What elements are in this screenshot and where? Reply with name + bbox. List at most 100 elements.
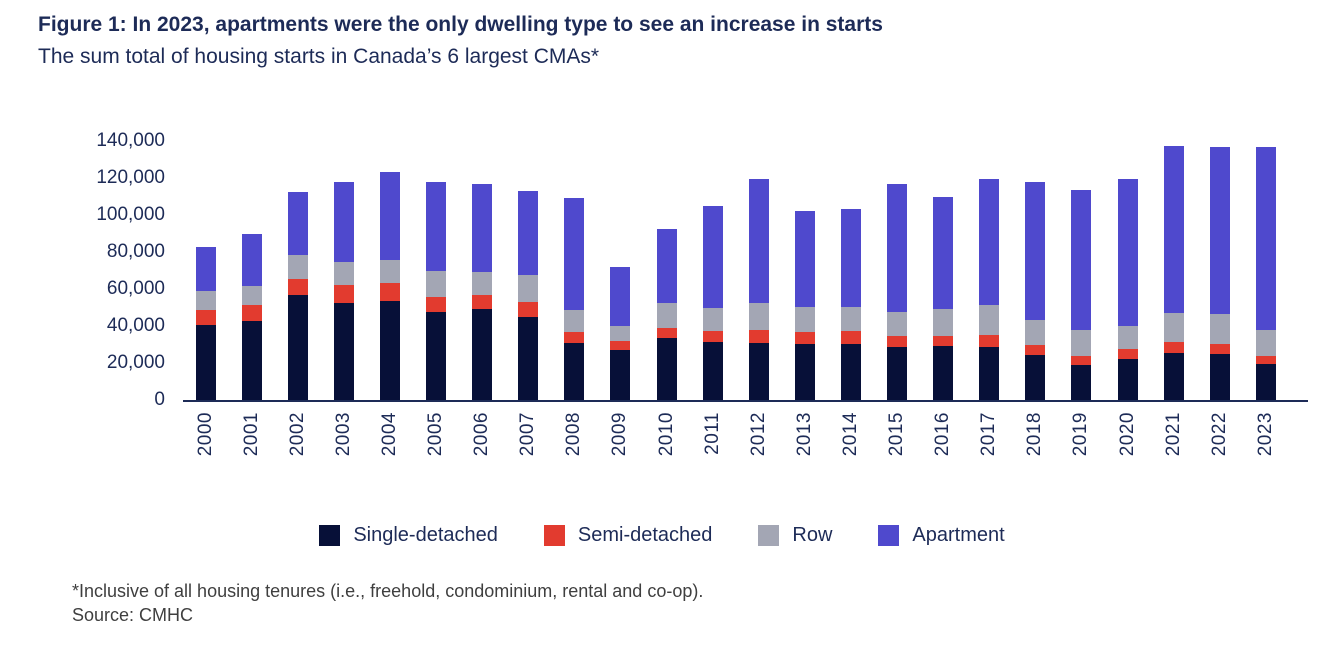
bar-2014 [840,208,861,400]
bar-segment-apartment [1209,146,1230,314]
bar-2008 [564,198,585,400]
bar-2002 [287,191,308,400]
bar-segment-single-detached [1163,352,1184,400]
bar-segment-row [1025,320,1046,346]
x-tick-label-2012: 2012 [747,412,769,457]
legend-label: Semi-detached [577,524,713,546]
bar-segment-semi-detached [840,330,861,345]
x-tick-label-2007: 2007 [517,412,539,457]
bar-segment-semi-detached [656,327,677,339]
bar-segment-apartment [564,198,585,311]
bar-segment-single-detached [1209,353,1230,400]
footnote-block: *Inclusive of all housing tenures (i.e.,… [72,579,1172,627]
x-tick-label-2011: 2011 [701,412,723,455]
bar-segment-semi-detached [518,301,539,317]
bar-2017 [979,178,1000,400]
bar-segment-row [748,302,769,330]
bar-segment-semi-detached [287,278,308,295]
y-tick-label: 60,000 [106,278,165,299]
x-tick-label-2010: 2010 [655,412,677,457]
bar-segment-single-detached [610,350,631,400]
x-tick-label-2014: 2014 [839,412,861,457]
bar-segment-row [1071,329,1092,356]
x-tick-label-2000: 2000 [194,412,216,457]
bar-2000 [195,247,216,400]
bar-2020 [1117,178,1138,400]
legend-item-semi-detached: Semi-detached [543,524,713,547]
bar-segment-apartment [748,178,769,303]
legend-label: Single-detached [353,524,498,546]
bar-2006 [472,184,493,400]
bar-segment-semi-detached [1117,349,1138,360]
bar-segment-semi-detached [1025,345,1046,355]
x-tick-label-2013: 2013 [793,412,815,457]
bar-segment-row [287,254,308,279]
bar-2019 [1071,190,1092,400]
bar-segment-apartment [610,266,631,326]
bar-segment-single-detached [933,346,954,400]
bar-2003 [333,181,354,400]
bar-segment-semi-detached [979,335,1000,348]
y-tick-label: 80,000 [106,241,165,262]
bar-2022 [1209,146,1230,400]
bar-segment-apartment [887,183,907,313]
figure-subtitle: The sum total of housing starts in Canad… [38,45,600,68]
y-tick-label: 120,000 [96,167,165,188]
x-tick-label-2002: 2002 [286,412,308,457]
bar-segment-row [564,310,585,332]
bar-segment-apartment [1117,178,1138,326]
legend-swatch-icon [878,525,900,546]
bar-segment-semi-detached [794,331,815,345]
x-tick-label-2001: 2001 [240,412,262,457]
bar-segment-semi-detached [1255,355,1276,364]
bar-segment-single-detached [794,344,815,400]
x-tick-label-2015: 2015 [886,412,907,457]
bar-2001 [241,233,262,401]
bar-segment-row [241,286,262,305]
legend-swatch-icon [319,525,341,546]
bar-2013 [794,211,815,400]
legend-item-row: Row [758,524,832,547]
bar-segment-row [195,290,216,311]
legend-swatch-icon [758,525,780,546]
bar-2018 [1025,181,1046,400]
bar-segment-single-detached [887,347,907,400]
legend-swatch-icon [543,525,565,546]
bar-segment-apartment [1025,181,1046,321]
bar-segment-semi-detached [472,294,493,310]
source-text: Source: CMHC [72,605,194,625]
bar-segment-semi-detached [887,336,907,348]
x-tick-label-2003: 2003 [332,412,354,457]
bar-segment-single-detached [1255,363,1276,400]
bar-segment-apartment [1255,147,1276,330]
x-tick-label-2016: 2016 [932,412,954,457]
bar-segment-semi-detached [241,304,262,322]
bar-segment-semi-detached [379,282,400,301]
bar-segment-semi-detached [333,285,354,303]
bar-2023 [1255,147,1276,400]
bar-segment-apartment [656,228,677,303]
bar-segment-semi-detached [426,297,446,313]
chart-legend: Single-detached Semi-detached Row Apartment [0,524,1324,547]
x-tick-label-2023: 2023 [1254,412,1276,457]
bar-segment-row [702,308,723,331]
x-tick-label-2019: 2019 [1070,412,1092,457]
x-tick-label-2009: 2009 [609,412,631,457]
bar-segment-apartment [933,197,954,310]
bar-segment-single-detached [518,316,539,400]
bar-segment-apartment [426,181,446,272]
plot-area [183,141,1308,402]
bar-segment-row [1163,313,1184,342]
x-tick-label-2018: 2018 [1024,412,1046,457]
bar-segment-row [933,309,954,337]
bar-segment-row [518,275,539,302]
bar-segment-row [979,304,1000,336]
legend-label: Row [792,524,833,546]
bar-segment-row [1117,325,1138,350]
bar-segment-apartment [702,205,723,309]
x-tick-label-2004: 2004 [378,412,400,457]
bar-segment-row [887,312,907,337]
bar-segment-single-detached [333,302,354,400]
bar-segment-apartment [1163,145,1184,314]
